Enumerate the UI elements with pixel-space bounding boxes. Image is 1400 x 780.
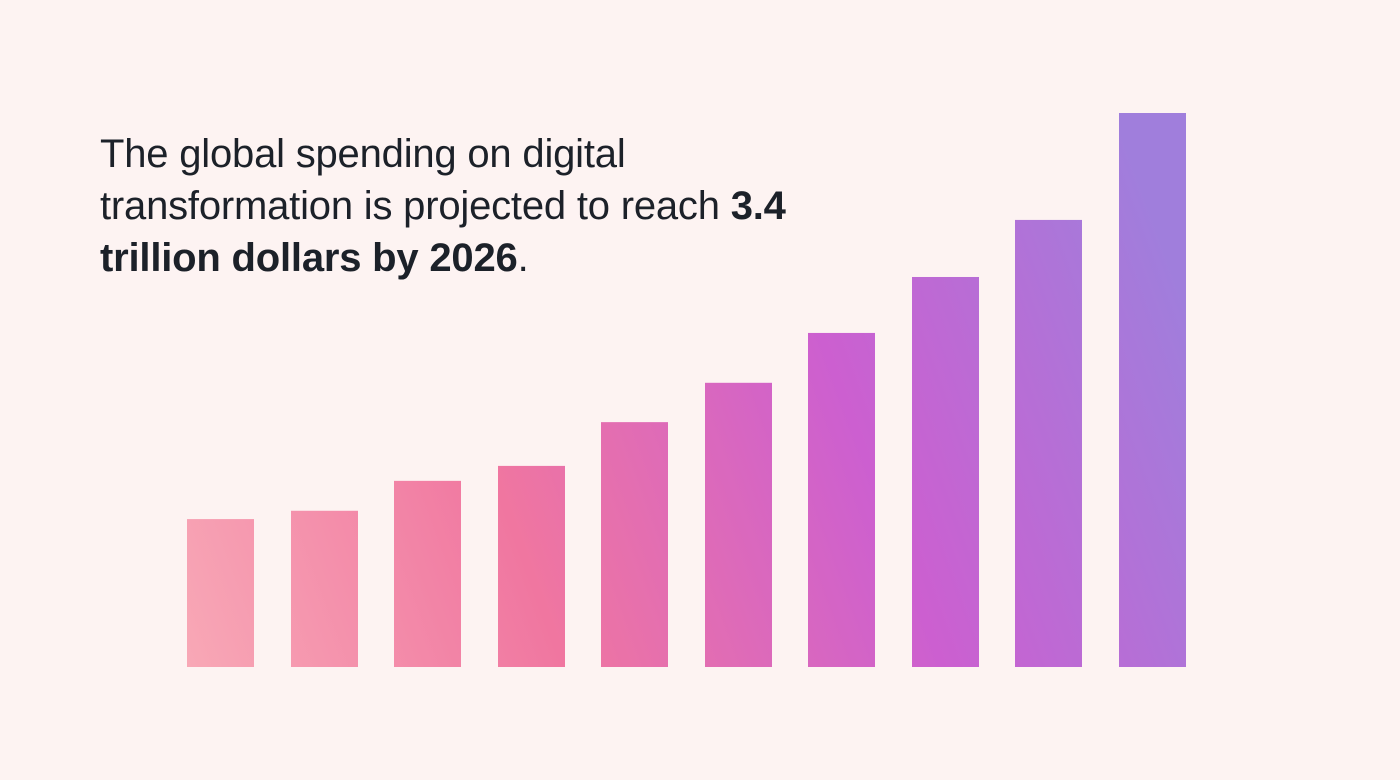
headline-emphasis: 3.4 trillion dollars by 2026 bbox=[100, 184, 786, 280]
bars bbox=[187, 113, 1186, 667]
bar-7 bbox=[808, 332, 875, 667]
bar-3 bbox=[394, 480, 461, 667]
headline: The global spending on digital transform… bbox=[100, 128, 820, 284]
headline-suffix: . bbox=[517, 236, 529, 280]
bar-6 bbox=[705, 382, 772, 667]
bar-10 bbox=[1119, 113, 1186, 667]
bar-4 bbox=[498, 465, 565, 667]
headline-prefix: The global spending on digital transform… bbox=[100, 132, 731, 228]
bar-1 bbox=[187, 519, 254, 667]
bar-8 bbox=[912, 276, 979, 667]
bar-2 bbox=[291, 510, 358, 667]
bar-9 bbox=[1015, 219, 1082, 667]
bar-5 bbox=[601, 422, 668, 667]
